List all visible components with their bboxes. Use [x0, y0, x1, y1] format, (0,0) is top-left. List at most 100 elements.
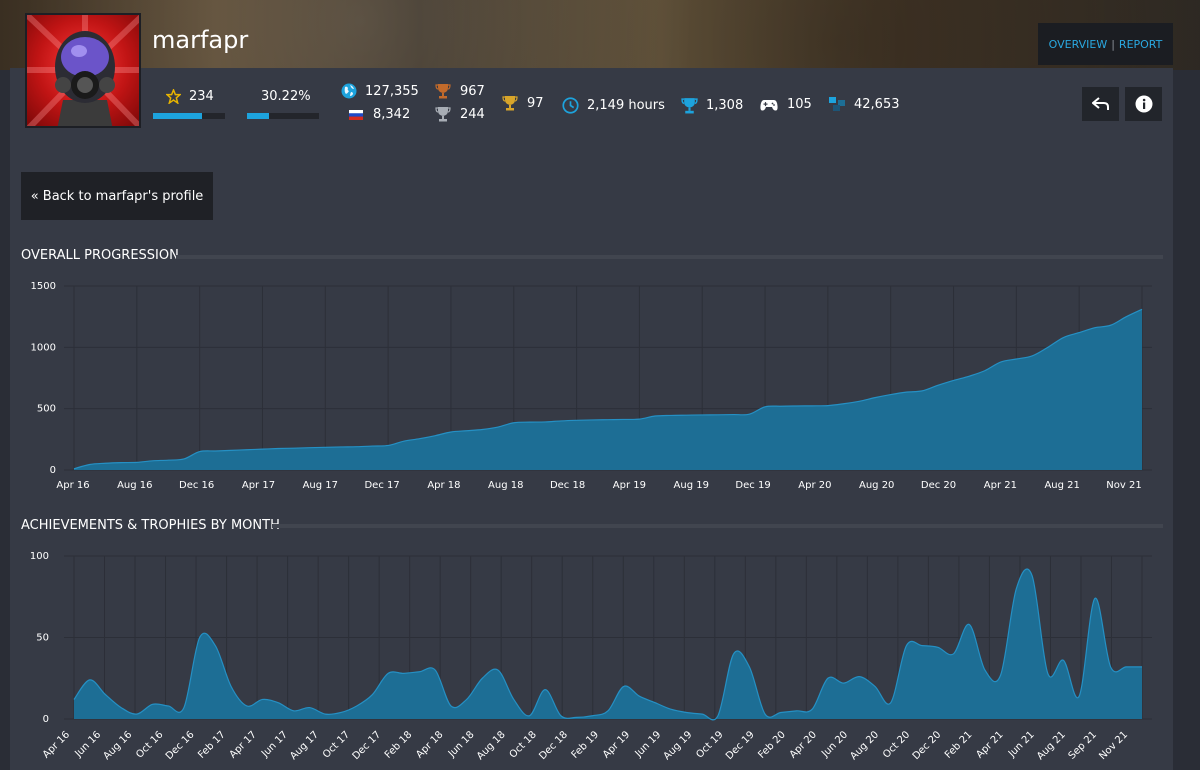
x-tick-label: Nov 21	[1097, 729, 1130, 762]
silver-value: 244	[460, 106, 485, 122]
series-line	[73, 568, 1142, 721]
x-tick-label: Feb 17	[196, 729, 228, 761]
bronze-stat[interactable]: 967	[435, 83, 485, 99]
username: marfapr	[152, 26, 249, 54]
points-icon	[829, 97, 845, 111]
x-tick-label: Dec 20	[921, 480, 956, 491]
trophies-stat[interactable]: 1,308	[681, 97, 743, 114]
x-tick-label: Aug 16	[117, 480, 152, 491]
reply-icon	[1091, 97, 1109, 110]
y-tick-label: 50	[36, 633, 49, 644]
x-tick-label: Jun 21	[1006, 729, 1037, 760]
x-tick-label: Jun 20	[819, 729, 850, 760]
games-stat[interactable]: 105	[760, 97, 812, 112]
x-tick-label: Dec 16	[179, 480, 214, 491]
gold-value: 97	[527, 95, 544, 111]
x-tick-label: Dec 18	[537, 729, 570, 762]
x-tick-label: Oct 16	[134, 729, 165, 760]
x-tick-label: Nov 21	[1106, 480, 1141, 491]
x-tick-label: Aug 18	[475, 729, 508, 762]
bronze-value: 967	[460, 83, 485, 99]
y-tick-label: 100	[30, 551, 49, 562]
series-line	[73, 308, 1143, 470]
points-value: 42,653	[854, 97, 900, 112]
trophy-icon	[681, 98, 698, 114]
x-tick-label: Apr 16	[56, 480, 89, 491]
x-tick-label: Aug 17	[303, 480, 338, 491]
completion-progress-bar	[247, 113, 319, 119]
x-tick-label: Aug 20	[859, 480, 894, 491]
clock-icon	[562, 97, 579, 114]
globe-icon	[341, 83, 357, 99]
x-tick-label: Feb 20	[756, 729, 788, 761]
world-rank-value: 127,355	[365, 83, 419, 99]
silver-trophy-icon	[435, 107, 451, 122]
x-tick-label: Oct 18	[508, 729, 539, 760]
x-tick-label: Oct 19	[694, 729, 725, 760]
y-tick-label: 500	[37, 404, 56, 415]
x-tick-label: Apr 19	[601, 729, 632, 760]
completion-progress-fill	[247, 113, 269, 119]
x-tick-label: Dec 16	[164, 729, 197, 762]
overview-link[interactable]: OVERVIEW	[1048, 37, 1108, 51]
x-tick-label: Apr 18	[427, 480, 460, 491]
russia-flag-icon	[349, 109, 363, 120]
level-value: 234	[189, 89, 214, 104]
hours-stat[interactable]: 2,149 hours	[562, 97, 665, 114]
gold-stat[interactable]: 97	[502, 95, 544, 111]
x-tick-label: Aug 18	[488, 480, 523, 491]
country-rank-stat[interactable]: 8,342	[349, 107, 410, 122]
points-stat[interactable]: 42,653	[829, 97, 900, 112]
back-to-profile-button[interactable]: « Back to marfapr's profile	[21, 172, 213, 220]
x-tick-label: Feb 19	[570, 729, 602, 761]
x-tick-label: Dec 18	[550, 480, 585, 491]
y-tick-label: 0	[50, 465, 56, 476]
info-icon	[1135, 95, 1152, 113]
avatar[interactable]	[25, 13, 141, 128]
x-tick-label: Dec 19	[724, 729, 757, 762]
level-stat[interactable]: 234	[166, 89, 214, 104]
profile-banner	[0, 0, 1200, 70]
x-tick-label: Jun 19	[633, 729, 664, 760]
y-tick-label: 1500	[31, 281, 56, 292]
x-tick-label: Feb 21	[943, 729, 975, 761]
x-tick-label: Sep 21	[1067, 729, 1099, 761]
reply-button[interactable]	[1082, 87, 1119, 121]
trophies-value: 1,308	[706, 98, 744, 113]
x-tick-label: Jun 17	[259, 729, 290, 760]
info-button[interactable]	[1125, 87, 1162, 121]
star-level-icon	[166, 89, 181, 104]
x-tick-label: Dec 20	[911, 729, 944, 762]
completion-stat[interactable]: 30.22%	[261, 89, 311, 104]
overall-progression-chart: 0 500 1000 1500 Apr 16 Aug 16 Dec 16 Apr 17 Aug …	[31, 281, 1152, 491]
x-tick-label: Feb 18	[383, 729, 415, 761]
gold-trophy-icon	[502, 96, 518, 111]
y-tick-label: 0	[43, 714, 49, 725]
world-rank-stat[interactable]: 127,355	[341, 83, 419, 99]
x-tick-label: Dec 19	[735, 480, 770, 491]
x-tick-label: Dec 17	[351, 729, 384, 762]
report-link[interactable]: REPORT	[1118, 37, 1163, 51]
x-tick-label: Jun 16	[72, 729, 103, 760]
nav-separator: |	[1111, 37, 1115, 51]
x-tick-label: Aug 19	[662, 729, 695, 762]
x-tick-label: Aug 21	[1035, 729, 1068, 762]
x-tick-label: Apr 21	[984, 480, 1017, 491]
overall-progression-title: OVERALL PROGRESSION	[21, 248, 179, 263]
monthly-title: ACHIEVEMENTS & TROPHIES BY MONTH	[21, 518, 280, 533]
x-tick-label: Apr 19	[613, 480, 646, 491]
x-tick-label: Aug 21	[1044, 480, 1079, 491]
level-progress-bar	[153, 113, 225, 119]
y-tick-label: 1000	[31, 342, 56, 353]
silver-stat[interactable]: 244	[435, 106, 485, 122]
x-tick-label: Apr 21	[974, 729, 1005, 760]
gas-mask-avatar-icon	[27, 15, 139, 126]
series-area	[74, 568, 1142, 720]
level-progress-fill	[153, 113, 202, 119]
top-nav: OVERVIEW | REPORT	[1038, 23, 1173, 65]
x-tick-label: Apr 17	[242, 480, 275, 491]
completion-value: 30.22%	[261, 89, 311, 104]
x-tick-label: Jun 18	[446, 729, 477, 760]
x-tick-label: Apr 20	[798, 480, 831, 491]
